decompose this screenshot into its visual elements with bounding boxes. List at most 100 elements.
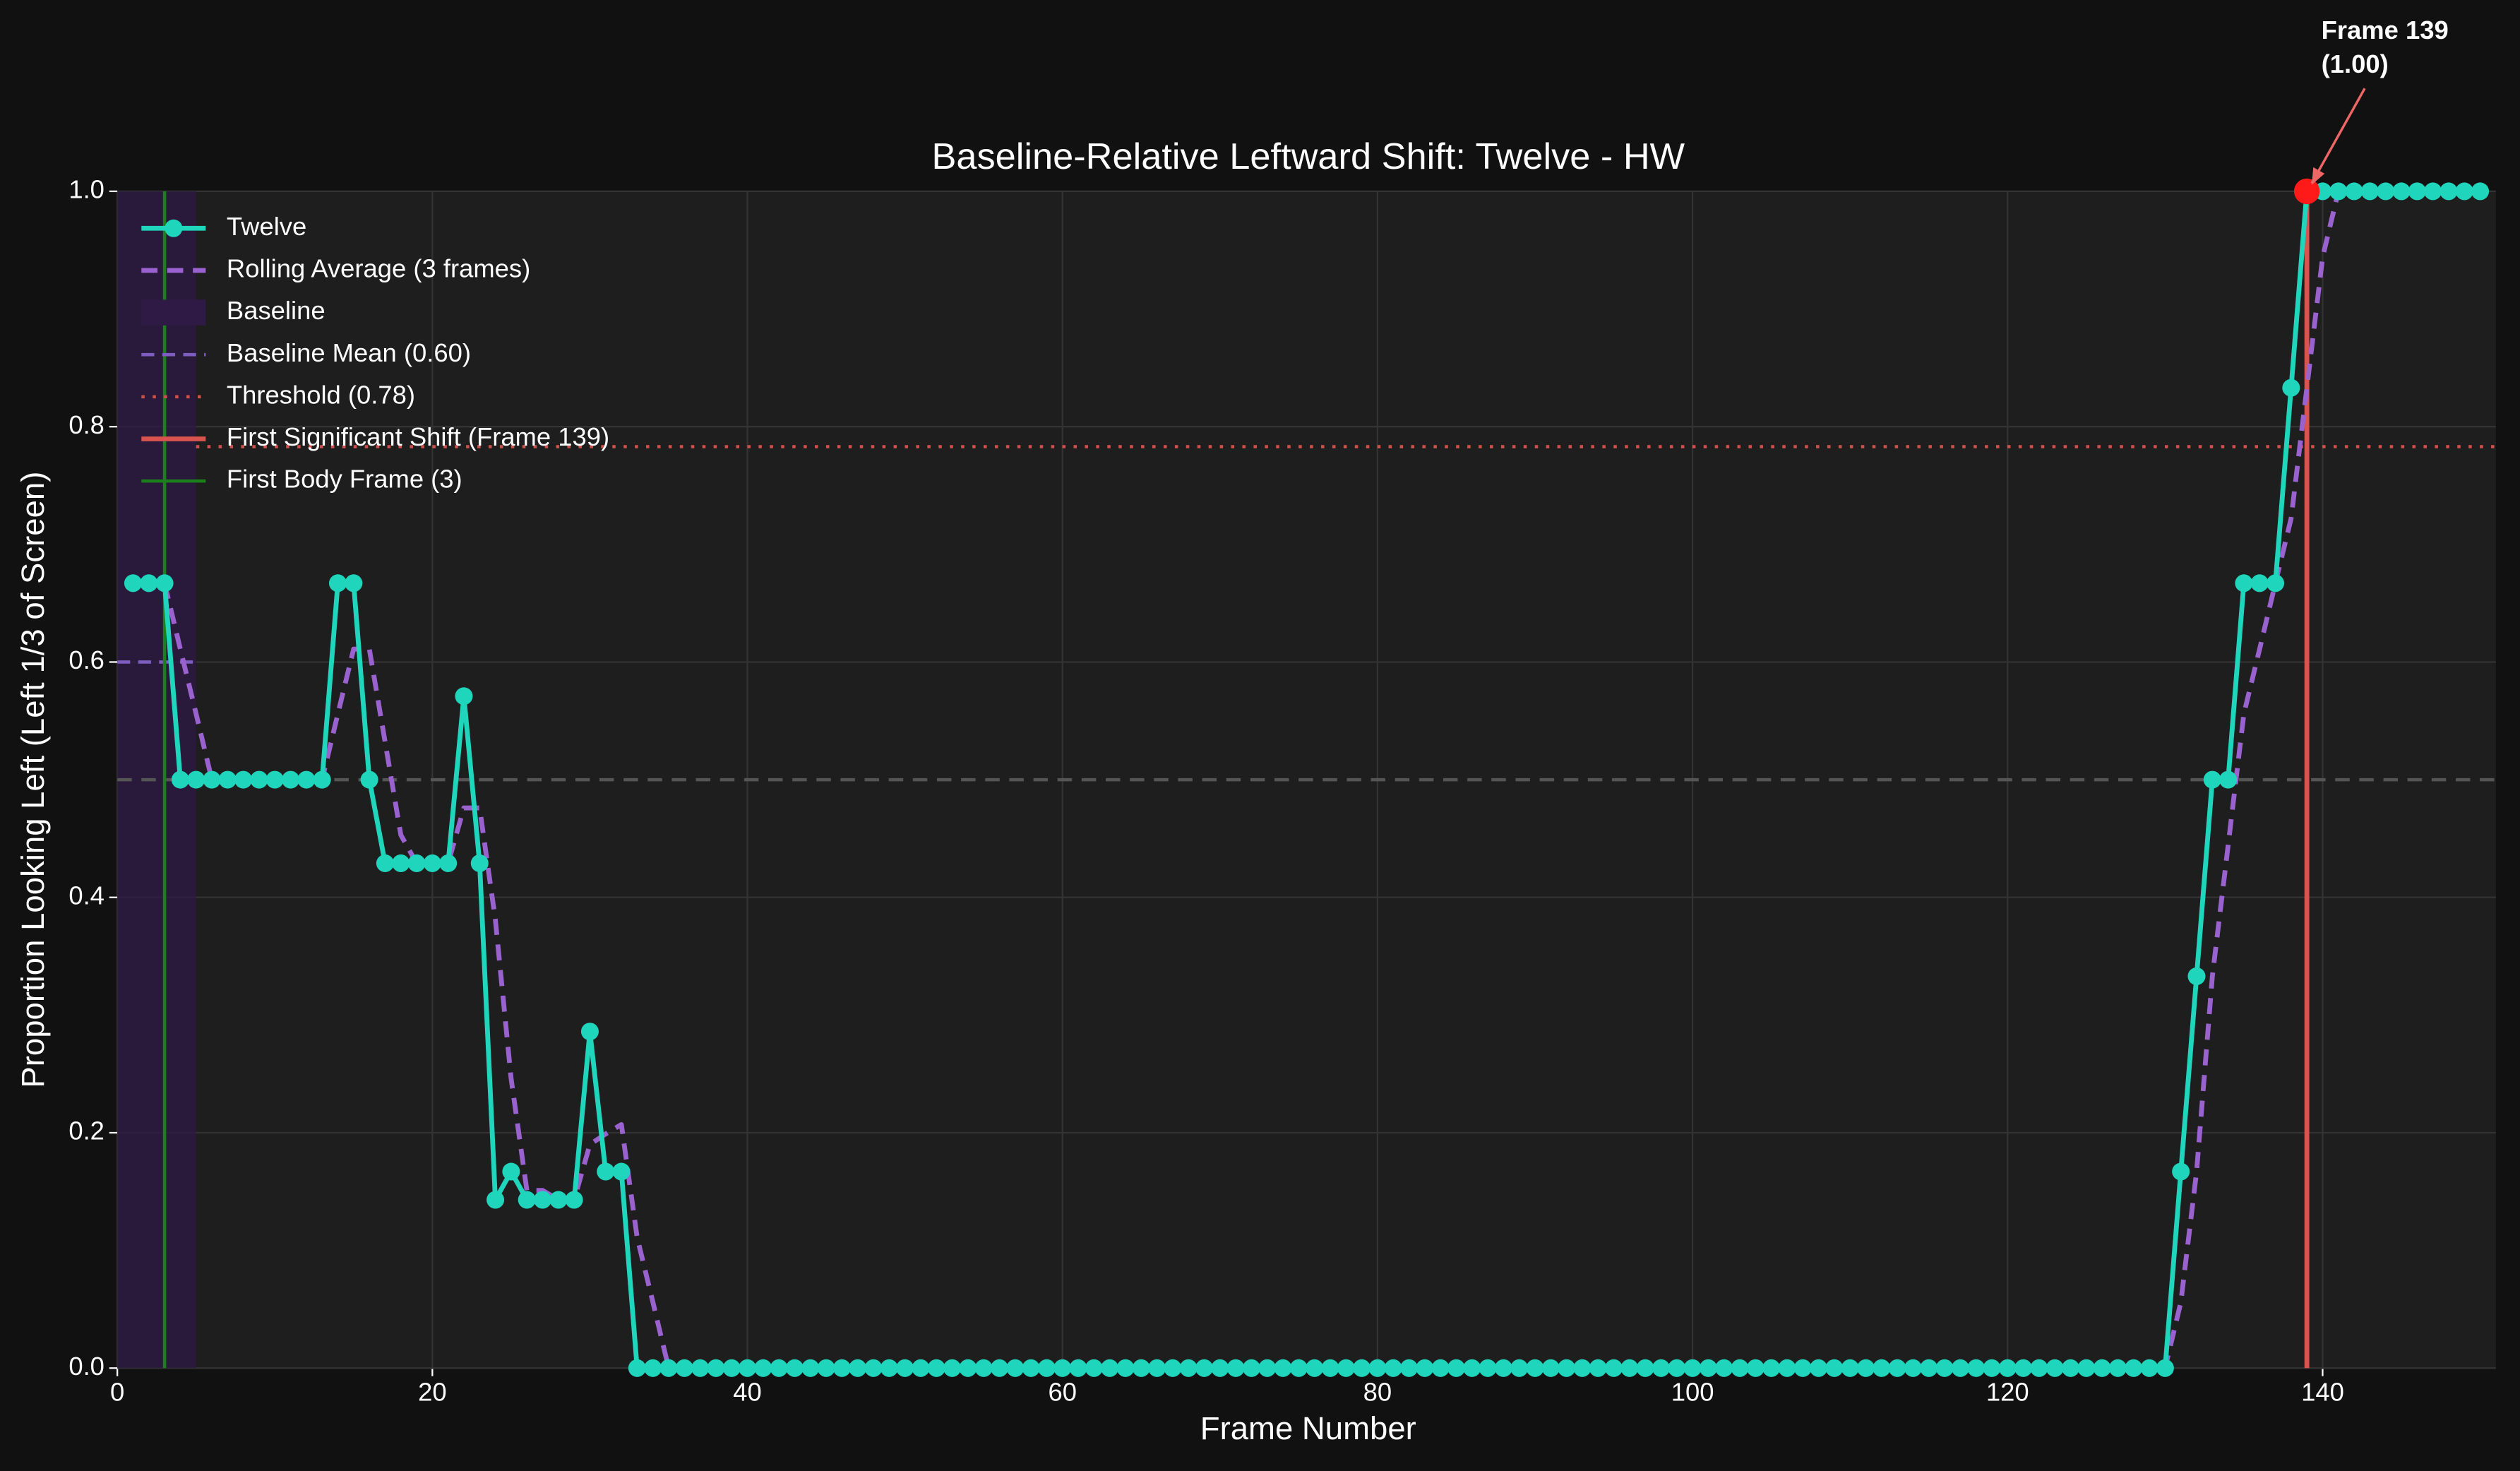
point	[155, 574, 174, 592]
point	[345, 574, 363, 592]
point	[1494, 1359, 1512, 1377]
legend-label: Twelve	[227, 212, 306, 241]
point	[707, 1359, 725, 1377]
point	[990, 1359, 1008, 1377]
point	[218, 770, 237, 789]
point	[2360, 182, 2379, 201]
point	[1399, 1359, 1419, 1377]
point	[1793, 1359, 1812, 1377]
point	[2219, 770, 2238, 789]
point	[1762, 1359, 1781, 1377]
x-tick-label: 140	[2301, 1377, 2344, 1406]
point	[360, 770, 378, 789]
point	[580, 1023, 599, 1041]
point	[849, 1359, 867, 1377]
point	[392, 854, 410, 872]
point	[265, 770, 284, 789]
point	[1321, 1359, 1339, 1377]
point	[1746, 1359, 1764, 1377]
point	[1148, 1359, 1166, 1377]
point	[659, 1359, 678, 1377]
point	[1920, 1359, 1938, 1377]
point	[754, 1359, 772, 1377]
point	[1715, 1359, 1733, 1377]
point	[2471, 182, 2490, 201]
legend-label: Baseline	[227, 296, 326, 325]
point	[959, 1359, 977, 1377]
point	[1164, 1359, 1182, 1377]
point	[1274, 1359, 1292, 1377]
chart-title: Baseline-Relative Leftward Shift: Twelve…	[931, 136, 1685, 177]
point	[1211, 1359, 1229, 1377]
point	[1620, 1359, 1639, 1377]
point	[2108, 1359, 2127, 1377]
y-tick-label: 0.6	[68, 645, 104, 674]
point	[1731, 1359, 1749, 1377]
point	[2140, 1359, 2158, 1377]
point	[880, 1359, 898, 1377]
point	[691, 1359, 710, 1377]
point	[250, 770, 268, 789]
point	[2455, 182, 2473, 201]
point	[140, 574, 158, 592]
annotation-arrow	[2310, 88, 2366, 184]
point	[1101, 1359, 1119, 1377]
point	[2235, 574, 2253, 592]
y-tick-label: 0.2	[68, 1116, 104, 1145]
point	[1479, 1359, 1497, 1377]
point	[1541, 1359, 1560, 1377]
annotation-text: (1.00)	[2322, 49, 2389, 78]
point	[171, 770, 189, 789]
point	[1368, 1359, 1387, 1377]
point	[597, 1162, 615, 1181]
point	[896, 1359, 914, 1377]
legend-label: Rolling Average (3 frames)	[227, 254, 530, 283]
x-axis-label: Frame Number	[1200, 1410, 1416, 1446]
point	[1873, 1359, 1891, 1377]
point	[1179, 1359, 1198, 1377]
point	[2187, 967, 2206, 985]
point	[1605, 1359, 1623, 1377]
legend-label: First Body Frame (3)	[227, 465, 462, 494]
point	[2440, 182, 2458, 201]
point	[2329, 182, 2348, 201]
annotation-text: Frame 139	[2322, 16, 2449, 44]
point	[739, 1359, 757, 1377]
point	[423, 854, 441, 872]
point	[1589, 1359, 1607, 1377]
point	[832, 1359, 851, 1377]
point	[1856, 1359, 1875, 1377]
point	[1510, 1359, 1529, 1377]
legend-label: Threshold (0.78)	[227, 380, 415, 409]
point	[1904, 1359, 1922, 1377]
point	[2077, 1359, 2096, 1377]
point	[376, 854, 394, 872]
y-axis-label: Proportion Looking Left (Left 1/3 of Scr…	[15, 472, 51, 1088]
legend-label: Baseline Mean (0.60)	[227, 338, 471, 367]
point	[187, 770, 205, 789]
point	[1998, 1359, 2017, 1377]
point	[1069, 1359, 1087, 1377]
point	[1951, 1359, 1969, 1377]
point	[927, 1359, 945, 1377]
point	[565, 1191, 583, 1209]
point	[1306, 1359, 1324, 1377]
point	[1967, 1359, 1985, 1377]
x-tick-label: 40	[733, 1377, 761, 1406]
point	[817, 1359, 835, 1377]
point	[1195, 1359, 1214, 1377]
point	[1526, 1359, 1544, 1377]
point	[2046, 1359, 2064, 1377]
point	[675, 1359, 693, 1377]
y-tick-label: 0.0	[68, 1352, 104, 1381]
point	[2345, 182, 2363, 201]
point	[1416, 1359, 1434, 1377]
point	[533, 1191, 552, 1209]
highlight-point	[2293, 178, 2320, 205]
x-tick-label: 100	[1671, 1377, 1714, 1406]
point	[2267, 574, 2285, 592]
point	[549, 1191, 568, 1209]
legend-label: First Significant Shift (Frame 139)	[227, 422, 609, 451]
